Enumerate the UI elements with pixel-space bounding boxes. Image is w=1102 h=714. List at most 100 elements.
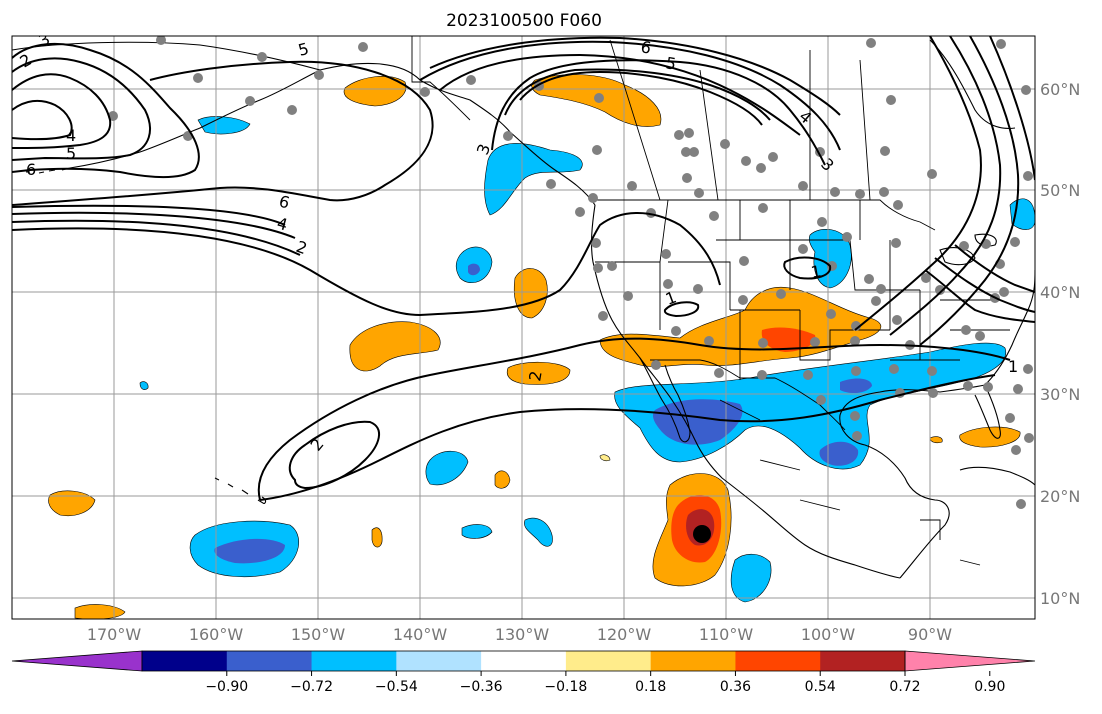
station-marker xyxy=(830,187,840,197)
colorbar-ticks: −0.90 −0.72 −0.54 −0.36 −0.18 0.18 0.36 0.54 0.7… xyxy=(205,671,1005,695)
contour-label: 6 xyxy=(26,160,36,179)
contour-alaska-inner-1 xyxy=(419,40,841,151)
us-states-east xyxy=(859,200,1010,361)
hawaii-islands xyxy=(214,477,267,504)
station-marker xyxy=(674,130,684,140)
contour-alaska-inner-2 xyxy=(429,36,841,116)
contour-east-trough-2 xyxy=(889,36,1002,336)
station-marker xyxy=(880,146,890,156)
colorbar-tick-label: 0.18 xyxy=(635,679,666,695)
station-marker xyxy=(689,147,699,157)
contour-bc-ridge-1 xyxy=(491,59,826,166)
lat-label: 60°N xyxy=(1040,80,1080,99)
contour-5-alaska xyxy=(12,204,286,226)
station-marker xyxy=(852,431,862,441)
anomaly-gulf-alaska-blue xyxy=(484,143,583,216)
contour-bc-ridge-2 xyxy=(504,68,771,121)
colorbar-tick-label: −0.90 xyxy=(205,679,248,695)
station-marker xyxy=(1013,384,1023,394)
colorbar-segments xyxy=(11,650,1036,672)
contour-aleutian-low-2 xyxy=(12,57,151,161)
colorbar-tick-label: −0.54 xyxy=(375,679,418,695)
anomaly-pacific-blob-1-core xyxy=(468,263,480,276)
lon-label: 120°W xyxy=(597,625,652,644)
colorbar-segment xyxy=(481,651,567,671)
colorbar-extend-min xyxy=(11,650,143,672)
anomaly-gulf-alaska-orange xyxy=(343,76,407,107)
station-marker xyxy=(892,315,902,325)
colorbar: −0.90 −0.72 −0.54 −0.36 −0.18 0.18 0.36 0.54 0.7… xyxy=(11,650,1036,695)
lon-label: 110°W xyxy=(699,625,754,644)
station-marker xyxy=(593,263,603,273)
east-coast xyxy=(984,269,1035,386)
colorbar-border xyxy=(141,650,906,672)
station-marker xyxy=(864,274,874,284)
station-marker xyxy=(1011,445,1021,455)
station-marker xyxy=(879,187,889,197)
contour-small-2 xyxy=(783,256,832,280)
station-marker xyxy=(193,73,203,83)
alaska-canada-border xyxy=(411,36,471,121)
contour-aleutian-low-1 xyxy=(12,42,200,178)
station-marker xyxy=(314,70,324,80)
colorbar-segment xyxy=(735,651,821,671)
anomaly-pacific-blob-2 xyxy=(425,450,469,486)
lon-label: 90°W xyxy=(908,625,952,644)
station-marker xyxy=(983,382,993,392)
station-marker xyxy=(889,364,899,374)
contour-label: 6 xyxy=(277,192,292,213)
station-marker xyxy=(1023,171,1033,181)
map-gridlines xyxy=(12,36,1035,619)
station-marker xyxy=(963,381,973,391)
station-marker xyxy=(961,325,971,335)
contour-bc-ridge-3 xyxy=(519,70,763,126)
station-marker xyxy=(661,249,671,259)
contour-label: 5 xyxy=(66,144,76,163)
station-marker xyxy=(850,336,860,346)
canada-provinces xyxy=(609,39,871,201)
station-marker xyxy=(720,139,730,149)
anomaly-gulf-core xyxy=(840,378,872,394)
station-marker xyxy=(663,279,673,289)
station-marker xyxy=(682,173,692,183)
station-marker xyxy=(1023,364,1033,374)
lon-label: 150°W xyxy=(291,625,346,644)
lon-label: 170°W xyxy=(87,625,142,644)
station-marker xyxy=(739,256,749,266)
station-marker xyxy=(798,181,808,191)
plot-title: 2023100500 F060 xyxy=(446,11,602,31)
station-marker xyxy=(693,284,703,294)
colorbar-tick-label: 0.54 xyxy=(805,679,836,695)
station-marker xyxy=(999,287,1009,297)
contour-aleutian-low-4 xyxy=(12,99,73,141)
station-marker xyxy=(768,152,778,162)
station-marker xyxy=(886,95,896,105)
anomaly-small-orange-1 xyxy=(494,470,511,489)
station-marker xyxy=(257,52,267,62)
colorbar-segment xyxy=(565,651,652,671)
contour-pacific-closed xyxy=(288,420,380,490)
station-marker xyxy=(704,336,714,346)
station-marker xyxy=(851,321,861,331)
contour-subtropical xyxy=(257,337,1011,501)
station-marker xyxy=(842,232,852,242)
contour-label: 1 xyxy=(1008,357,1018,376)
colorbar-segment xyxy=(142,651,228,671)
central-america-borders xyxy=(920,519,981,566)
coastlines xyxy=(12,39,1035,579)
station-marker xyxy=(871,296,881,306)
station-marker xyxy=(591,238,601,248)
alaska-coast xyxy=(12,41,596,206)
colorbar-segment xyxy=(650,651,736,671)
colorbar-segment xyxy=(820,651,906,671)
contour-label: 5 xyxy=(664,53,677,73)
station-marker xyxy=(866,38,876,48)
station-marker xyxy=(756,163,766,173)
canada-us-border xyxy=(595,199,936,231)
station-marker xyxy=(996,39,1006,49)
contour-2-alaska xyxy=(12,212,721,317)
colorbar-tick-label: 0.72 xyxy=(889,679,920,695)
station-marker xyxy=(1016,499,1026,509)
lon-label: 160°W xyxy=(189,625,244,644)
station-marker xyxy=(776,289,786,299)
